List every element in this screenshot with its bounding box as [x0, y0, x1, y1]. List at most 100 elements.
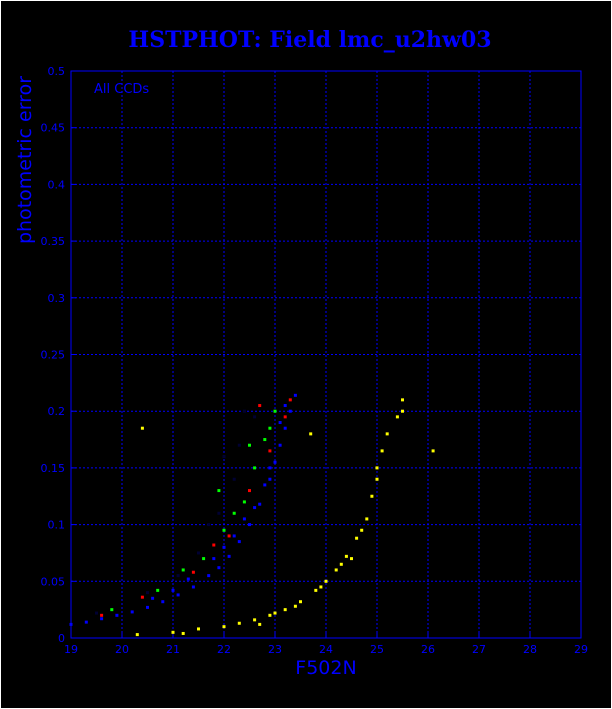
scatter-point	[273, 611, 277, 615]
scatter-point	[212, 557, 216, 561]
scatter-point	[299, 600, 302, 604]
scatter-point	[248, 489, 251, 493]
scatter-point	[401, 409, 404, 413]
x-tick-label: 26	[421, 643, 435, 656]
scatter-point	[248, 523, 251, 527]
scatter-point	[161, 600, 165, 604]
scatter-point	[227, 534, 231, 538]
scatter-point	[350, 557, 353, 561]
scatter-point	[283, 426, 287, 430]
scatter-point	[253, 415, 257, 419]
scatter-point	[242, 409, 246, 413]
scatter-point	[365, 517, 369, 521]
scatter-point	[100, 613, 104, 617]
scatter-point	[309, 432, 313, 436]
scatter-point	[370, 494, 374, 498]
scatter-point	[283, 415, 287, 419]
scatter-point	[191, 585, 195, 589]
y-tick-label: 0.5	[48, 65, 66, 78]
scatter-point	[314, 588, 318, 592]
x-tick-label: 21	[166, 643, 180, 656]
scatter-point	[237, 443, 241, 447]
scatter-point	[253, 618, 257, 622]
scatter-point	[360, 528, 364, 532]
scatter-point	[273, 409, 277, 413]
scatter-point	[232, 477, 236, 481]
scatter-point	[242, 517, 246, 521]
scatter-point	[232, 511, 236, 515]
scatter-point	[293, 393, 297, 397]
scatter-point	[140, 426, 144, 430]
scatter-point	[140, 595, 144, 599]
scatter-point	[181, 631, 185, 635]
scatter-point	[207, 523, 211, 527]
scatter-point	[217, 511, 221, 515]
scatter-point	[197, 551, 200, 555]
scatter-point	[135, 633, 139, 637]
scatter-point	[222, 455, 226, 459]
scatter-point	[273, 460, 277, 464]
y-tick-label: 0	[58, 632, 65, 645]
scatter-point	[334, 568, 338, 572]
scatter-point	[146, 605, 149, 609]
scatter-point	[263, 438, 267, 442]
scatter-point	[217, 566, 221, 570]
scatter-point	[375, 466, 379, 470]
scatter-point	[344, 554, 348, 558]
scatter-point	[268, 466, 272, 470]
scatter-point	[171, 588, 175, 592]
scatter-point	[171, 630, 175, 634]
y-tick-label: 0.2	[48, 405, 66, 418]
scatter-point	[263, 483, 267, 487]
x-tick-label: 24	[319, 643, 333, 656]
y-axis-label: photometric error	[14, 76, 36, 244]
scatter-point	[278, 443, 282, 447]
scatter-point	[186, 577, 190, 581]
chart-title: HSTPHOT: Field lmc_u2hw03	[128, 27, 491, 53]
x-tick-label: 22	[217, 643, 231, 656]
x-tick-label: 25	[370, 643, 384, 656]
scatter-point	[258, 502, 262, 506]
x-tick-label: 28	[523, 643, 537, 656]
x-tick-label: 29	[574, 643, 588, 656]
scatter-point	[268, 613, 272, 617]
x-tick-label: 20	[115, 643, 129, 656]
scatter-point	[288, 409, 292, 413]
y-tick-label: 0.4	[48, 178, 66, 191]
scatter-point	[339, 562, 343, 566]
scatter-point	[84, 620, 88, 624]
y-tick-label: 0.25	[41, 349, 66, 362]
scatter-point	[146, 591, 149, 595]
scatter-point	[100, 617, 104, 621]
grid	[70, 70, 582, 639]
scatter-point	[283, 608, 287, 612]
x-axis-label: F502N	[295, 657, 356, 679]
scatter-point	[324, 579, 328, 583]
scatter-point	[401, 398, 404, 402]
scatter-point	[237, 621, 241, 625]
scatter-point	[197, 627, 200, 631]
scatter-point	[293, 604, 297, 608]
scatter-point	[258, 404, 262, 408]
y-tick-label: 0.45	[41, 122, 66, 135]
scatter-point	[380, 449, 384, 453]
scatter-point	[217, 489, 221, 493]
scatter-point	[222, 625, 226, 629]
scatter-point	[258, 622, 262, 626]
scatter-point	[268, 449, 272, 453]
scatter-point	[431, 449, 435, 453]
scatter-point	[355, 536, 359, 540]
scatter-point	[268, 477, 272, 481]
x-tick-label: 27	[472, 643, 486, 656]
x-tick-labels: 19 20 21 22 23 24 25 26 27 28 29	[64, 643, 588, 656]
scatter-point	[212, 543, 216, 547]
x-tick-label: 23	[268, 643, 282, 656]
scatter-point	[253, 506, 257, 510]
scatter-point	[242, 500, 246, 504]
scatter-point	[278, 421, 282, 425]
y-tick-label: 0.1	[48, 519, 66, 532]
scatter-point	[395, 415, 399, 419]
scatter-point	[156, 588, 160, 592]
scatter-point	[385, 432, 389, 436]
scatter-point	[268, 426, 272, 430]
